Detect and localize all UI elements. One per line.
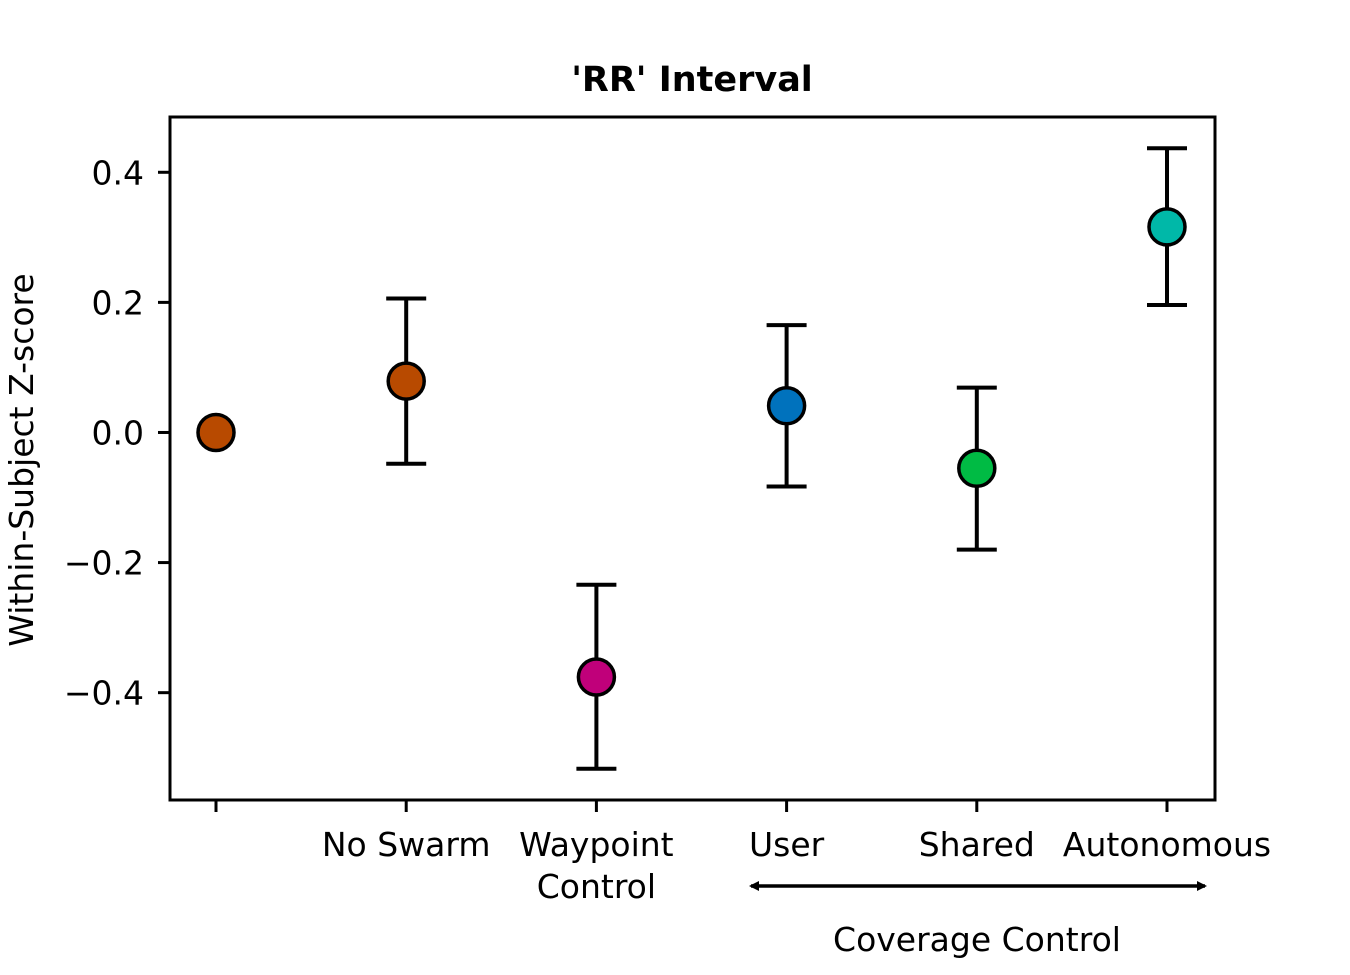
data-point <box>576 657 617 697</box>
y-tick-label: 0.4 <box>92 153 144 192</box>
data-point <box>386 361 426 401</box>
coverage-control-label: Coverage Control <box>833 920 1121 959</box>
x-tick-label: Shared <box>919 825 1035 864</box>
y-tick-label: −0.2 <box>64 544 144 583</box>
y-tick-label: 0.2 <box>92 283 144 322</box>
plot-area: 0.4 0.2 0.0 −0.2 −0.4 No Swarm WaypointControl… <box>64 146 1271 906</box>
coverage-control-annotation: Coverage Control <box>749 881 1207 959</box>
x-tick-label: No Swarm <box>322 825 491 864</box>
y-tick-label: 0.0 <box>92 413 144 452</box>
data-point <box>957 448 997 489</box>
x-tick-label: Waypoint <box>519 825 673 864</box>
x-tick-label: User <box>749 825 825 864</box>
data-point <box>766 386 807 426</box>
y-tick-label: −0.4 <box>64 674 144 713</box>
y-axis-label: Within-Subject Z-score <box>2 273 41 646</box>
data-point <box>1147 207 1187 247</box>
data-point <box>196 412 236 453</box>
x-tick-label: Control <box>537 867 656 906</box>
plot-frame <box>168 115 1217 802</box>
chart-title: 'RR' Interval <box>571 60 813 100</box>
x-tick-label: Autonomous <box>1063 825 1271 864</box>
